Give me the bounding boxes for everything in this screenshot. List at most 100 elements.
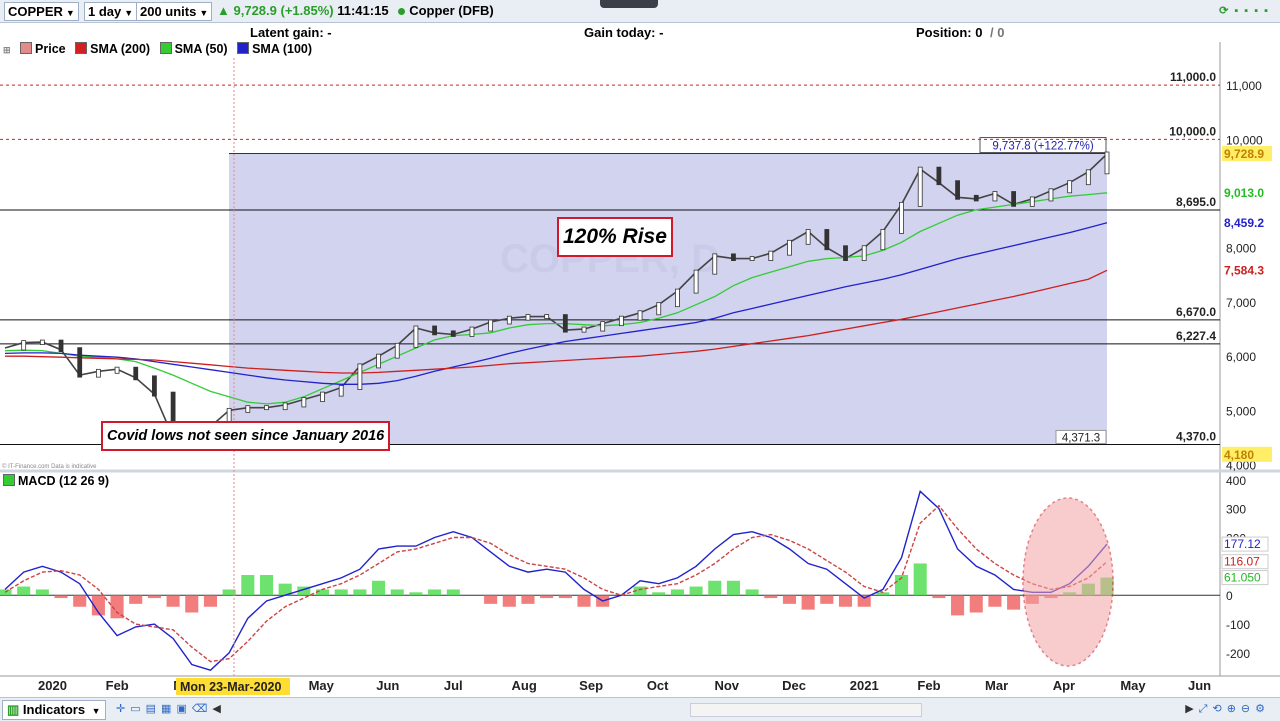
price-candle (992, 191, 998, 202)
price-tag: 9,013.0 (1224, 186, 1264, 200)
range-label-box (979, 137, 1107, 154)
scroll-right-icon[interactable]: ▶ (1185, 703, 1199, 715)
reset-icon[interactable]: ⟲ (1212, 703, 1227, 715)
drag-handle-icon[interactable] (600, 0, 658, 8)
quote-value: 9,728.9 (+1.85%) (233, 3, 334, 18)
y-tick-label: 10,000 (1226, 133, 1263, 147)
macd-tag-box (1221, 536, 1269, 552)
price-tag: 7,584.3 (1224, 263, 1264, 277)
macd-histogram-bar (278, 583, 292, 596)
macd-histogram-bar (129, 595, 143, 604)
series-line-sma-100- (4, 222, 1108, 385)
text-tool-icon[interactable]: ▦ (161, 703, 177, 715)
crosshair-date-box (176, 678, 290, 695)
macd-tag: 177.12 (1224, 537, 1261, 551)
price-candle (95, 368, 101, 378)
price-candle (152, 375, 157, 397)
price-candle (114, 366, 120, 374)
eraser-icon[interactable]: ⌫ (191, 703, 213, 715)
time-scrollbar[interactable] (690, 703, 922, 717)
price-candle (39, 339, 45, 346)
level-label: 6,670.0 (1176, 305, 1216, 319)
level-label: 10,000.0 (1169, 124, 1216, 138)
price-candle (917, 166, 923, 207)
y-tick-label: 4,000 (1226, 459, 1256, 473)
series-line-sma-200- (5, 269, 1108, 374)
macd-histogram-bar (764, 595, 778, 599)
chevron-down-icon: ▼ (91, 706, 101, 716)
price-candle (1029, 196, 1035, 207)
price-candle (955, 180, 960, 200)
legend-swatch (20, 42, 33, 54)
price-tag-box (1222, 184, 1272, 200)
shape-tool-icon[interactable]: ▣ (176, 703, 192, 715)
price-candle (450, 330, 456, 337)
refresh-icon[interactable]: ⟳ (1219, 5, 1235, 17)
legend-toggle-icon[interactable]: ⊞ (3, 45, 11, 55)
price-candle (843, 245, 848, 261)
price-candle (432, 325, 437, 336)
macd-histogram-bar (895, 575, 909, 596)
macd-histogram-bar (35, 589, 49, 596)
interval-selector[interactable]: 1 day ▼ (84, 2, 138, 21)
rise-annotation: 120% Rise (557, 217, 673, 257)
x-tick-label: Apr (1053, 678, 1075, 693)
instrument-label: COPPER (8, 4, 63, 19)
macd-histogram-bar (185, 595, 199, 613)
fib-tool-icon[interactable]: ▤ (145, 703, 162, 715)
size-selector[interactable]: 200 units ▼ (136, 2, 213, 21)
macd-histogram-bar (801, 595, 815, 610)
position-value: Position: 0 (916, 25, 983, 40)
macd-histogram-bar (353, 589, 367, 596)
instrument-selector[interactable]: COPPER ▼ (4, 2, 79, 21)
gain-today: Gain today: - (584, 25, 664, 40)
price-candle (656, 302, 662, 316)
scroll-left-icon[interactable]: ◀ (212, 703, 226, 715)
legend-item-sma100[interactable]: SMA (100) (237, 42, 312, 56)
more-icon[interactable]: ▪▪▪▪ (1234, 5, 1274, 17)
zoom-out-icon[interactable]: ⊖ (1240, 703, 1256, 715)
macd-histogram-bar (838, 595, 853, 607)
macd-histogram-bar (951, 595, 965, 616)
fit-icon[interactable]: ⤢ (1198, 703, 1213, 715)
macd-histogram-bar (782, 595, 797, 604)
zoom-in-icon[interactable]: ⊕ (1226, 703, 1241, 715)
x-tick-label: Sep (579, 678, 603, 693)
macd-histogram-bar (689, 586, 703, 596)
price-candle (637, 310, 643, 321)
macd-histogram-bar (670, 589, 684, 596)
indicators-button[interactable]: ▥ Indicators ▼ (2, 700, 106, 720)
interval-label: 1 day (88, 4, 122, 19)
macd-histogram-bar (297, 586, 311, 596)
crosshair-date: Mon 23-Mar-2020 (180, 680, 281, 694)
legend-item-sma50[interactable]: SMA (50) (159, 42, 228, 56)
macd-histogram-bar (857, 595, 871, 607)
crosshair-icon[interactable]: ✛ (116, 703, 131, 715)
price-chart[interactable]: COPPER, D 9,737.8 (+122.77%)4,371.311,00… (0, 0, 1280, 697)
macd-histogram-bar (241, 575, 255, 596)
macd-histogram-bar (988, 595, 1002, 607)
data-credit: © IT-Finance.com Data is indicative (2, 464, 97, 470)
line-tool-icon[interactable]: ▭ (130, 703, 146, 715)
price-candle (488, 319, 494, 332)
macd-histogram-bar (91, 595, 105, 616)
up-arrow-icon: ▲ (217, 3, 230, 18)
macd-histogram-bar (577, 595, 591, 607)
drawing-tools: ✛▭▤▦▣⌫◀ (116, 702, 226, 715)
macd-y-tick: -100 (1226, 618, 1250, 632)
price-candle (731, 253, 736, 261)
legend-item-price[interactable]: Price (20, 42, 66, 56)
legend-item-sma200[interactable]: SMA (200) (75, 42, 150, 56)
macd-histogram-bar (913, 563, 927, 596)
price-candle (973, 194, 979, 202)
macd-histogram-bar (502, 595, 516, 607)
macd-histogram-bar (932, 595, 946, 599)
price-candle (544, 314, 550, 319)
macd-histogram-bar (652, 592, 666, 596)
macd-histogram-bar (54, 595, 68, 599)
macd-legend[interactable]: MACD (12 26 9) (3, 474, 109, 488)
price-tag-box (1222, 446, 1272, 462)
price-candle (805, 229, 811, 245)
series-line-sma-50- (4, 192, 1108, 405)
settings-icon[interactable]: ⚙ (1255, 703, 1270, 715)
